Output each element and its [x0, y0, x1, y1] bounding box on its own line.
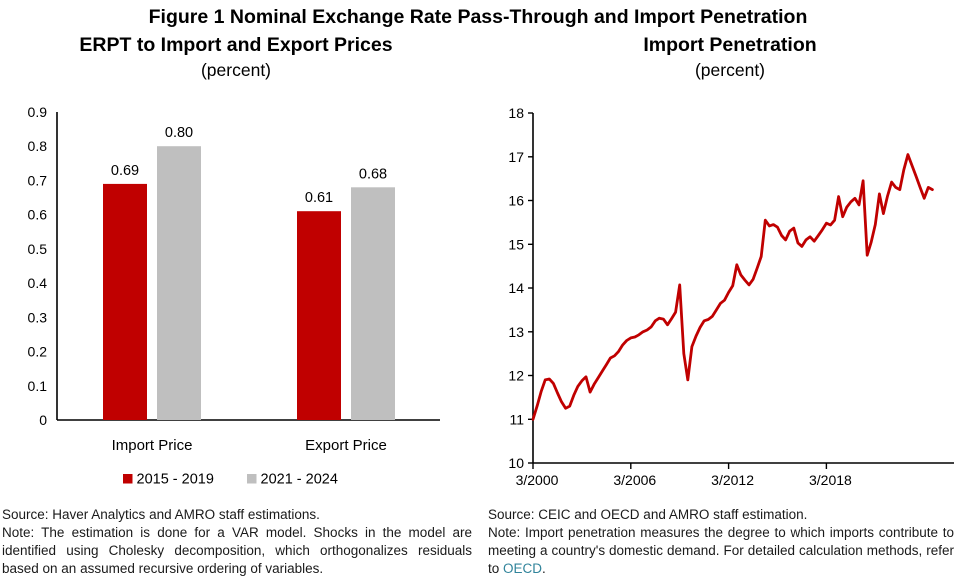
bar-category-label: Export Price: [305, 437, 387, 454]
bar-y-tick-label: 0.3: [28, 309, 48, 325]
bar-y-tick-label: 0: [39, 412, 47, 428]
bar-value-label: 0.80: [165, 125, 193, 141]
line-x-tick-label: 3/2006: [613, 472, 656, 488]
line-y-tick-label: 10: [508, 455, 524, 471]
left-chart-unit: (percent): [200, 60, 272, 80]
import-penetration-series: [531, 153, 934, 421]
bar-y-tick-label: 0.8: [28, 138, 48, 154]
left-footnote: Source: Haver Analytics and AMRO staff e…: [2, 506, 472, 578]
left-note-text: Note: The estimation is done for a VAR m…: [2, 525, 472, 576]
legend-swatch: [247, 474, 257, 484]
line-x-tick-label: 3/2018: [809, 472, 852, 488]
line-y-tick-label: 13: [508, 324, 524, 340]
right-note-text: Note: Import penetration measures the de…: [488, 524, 954, 578]
legend-swatch: [123, 474, 133, 484]
legend-label: 2015 - 2019: [137, 472, 214, 488]
bar-2015-2019-import-price: [103, 183, 147, 420]
line-y-tick-label: 17: [508, 149, 524, 165]
bar-2021-2024-export-price: [351, 187, 395, 420]
right-footnote: Source: CEIC and OECD and AMRO staff est…: [488, 506, 954, 578]
line-y-tick-label: 15: [508, 236, 524, 252]
bar-2015-2019-export-price: [297, 211, 341, 420]
line-y-tick-label: 16: [508, 193, 524, 209]
line-y-tick-label: 14: [508, 280, 524, 296]
right-chart-title: Import Penetration: [643, 34, 817, 56]
bar-y-tick-label: 0.1: [28, 378, 48, 394]
bar-2021-2024-import-price: [157, 146, 201, 420]
right-note-after-link: .: [542, 561, 546, 576]
line-y-tick-label: 11: [509, 411, 524, 427]
right-note-before-link: Note: Import penetration measures the de…: [488, 525, 954, 576]
figure-title: Figure 1 Nominal Exchange Rate Pass-Thro…: [148, 6, 808, 28]
bar-y-tick-label: 0.9: [28, 104, 48, 120]
line-x-tick-label: 3/2000: [516, 472, 559, 488]
bar-y-tick-label: 0.2: [28, 344, 48, 360]
line-y-tick-label: 18: [508, 105, 524, 121]
bar-value-label: 0.69: [111, 163, 139, 179]
right-source-line: Source: CEIC and OECD and AMRO staff est…: [488, 507, 808, 522]
line-x-tick-label: 3/2012: [711, 472, 754, 488]
line-y-tick-label: 12: [508, 368, 524, 384]
bar-y-tick-label: 0.4: [28, 275, 48, 291]
left-source-line: Source: Haver Analytics and AMRO staff e…: [2, 507, 320, 522]
erpt-bar-chart: 0.9 0.8 0.7 0.6 0.5 0.4 0.3 0.2 0.1 0 0.69 0.61 0.80…: [28, 104, 440, 488]
left-chart-title: ERPT to Import and Export Prices: [79, 34, 393, 56]
oecd-link[interactable]: OECD: [503, 561, 543, 576]
bar-y-tick-label: 0.7: [28, 172, 48, 188]
bar-value-label: 0.68: [359, 166, 387, 182]
bar-y-tick-label: 0.5: [28, 241, 48, 257]
bar-category-label: Import Price: [112, 437, 193, 454]
bar-y-tick-label: 0.6: [28, 207, 48, 223]
right-chart-unit: (percent): [694, 60, 766, 80]
bar-value-label: 0.61: [305, 190, 333, 206]
import-penetration-line-chart: 18 17 16 15 14 13 12 11 103/2000 3/2006 3/2012 3/20…: [508, 105, 954, 488]
legend-label: 2021 - 2024: [261, 472, 338, 488]
